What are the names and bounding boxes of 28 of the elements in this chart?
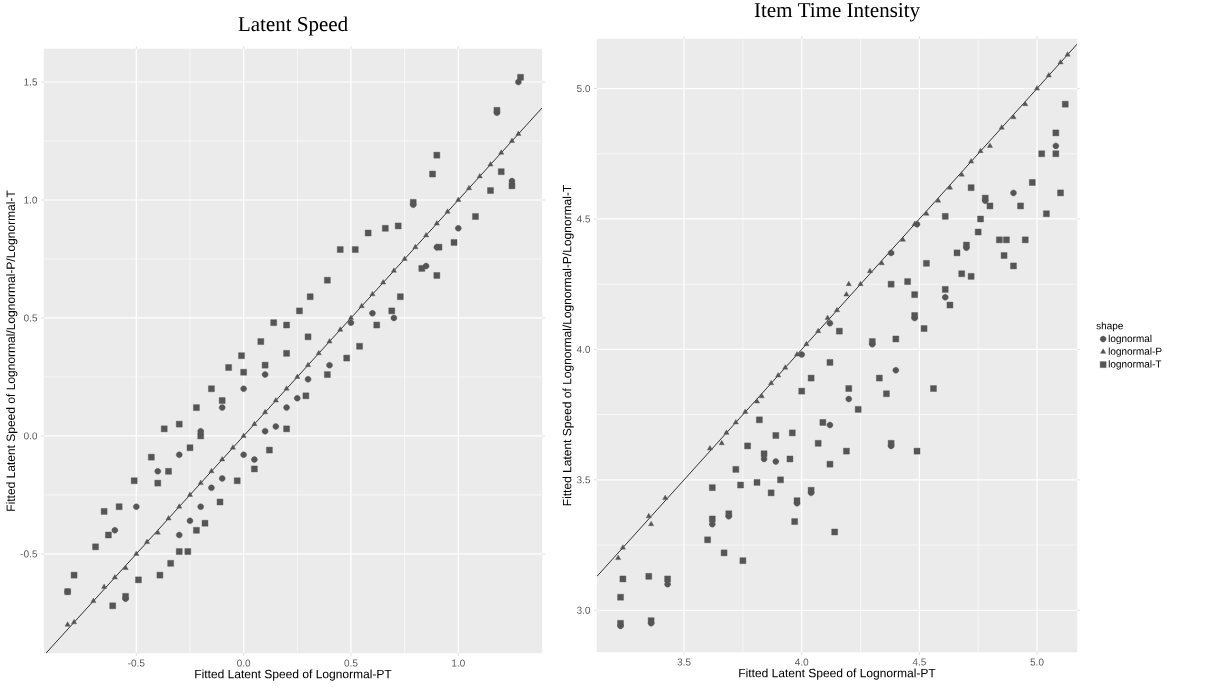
x-tick-label: 0.0 bbox=[237, 659, 251, 667]
legend-label: lognormal bbox=[1108, 334, 1152, 345]
x-tick-label: 4.5 bbox=[912, 658, 926, 666]
x-tick-label: 4.0 bbox=[795, 658, 809, 666]
x-axis-title: Fitted Latent Speed of Lognormal-PT bbox=[739, 668, 936, 680]
legend-label: lognormal-P bbox=[1108, 347, 1162, 357]
x-tick-label: -0.5 bbox=[128, 659, 145, 667]
y-tick-label: 0.0 bbox=[23, 432, 38, 440]
x-tick-label: 0.5 bbox=[344, 659, 358, 667]
y-tick-label: -0.5 bbox=[20, 550, 38, 558]
x-tick-label: 5.0 bbox=[1030, 658, 1044, 666]
y-axis-title: Fitted Latent Speed of Lognormal/Lognormal-P/Lognormal-T bbox=[6, 190, 18, 511]
y-tick-label: 1.5 bbox=[24, 78, 38, 86]
x-tick-label: 3.5 bbox=[677, 658, 691, 666]
y-axis-title: Fitted Latent Speed of Lognormal/Lognormal-P/Lognormal-T bbox=[562, 185, 574, 506]
y-tick-label: 0.5 bbox=[23, 314, 38, 322]
legend-label: lognormal-T bbox=[1108, 360, 1162, 370]
y-tick-label: 3.5 bbox=[576, 476, 591, 484]
y-tick-label: 4.0 bbox=[576, 345, 591, 353]
y-tick-label: 5.0 bbox=[576, 85, 591, 93]
y-tick-label: 4.5 bbox=[576, 215, 591, 223]
chart-title: Latent Speed bbox=[238, 16, 348, 36]
legend-title: shape bbox=[1096, 322, 1123, 332]
y-tick-label: 3.0 bbox=[576, 606, 591, 614]
y-tick-label: 1.0 bbox=[24, 196, 38, 204]
chart-title: Item Time Intensity bbox=[754, 3, 920, 22]
x-axis-title: Fitted Latent Speed of Lognormal-PT bbox=[195, 669, 392, 681]
x-tick-label: 1.0 bbox=[452, 659, 465, 667]
